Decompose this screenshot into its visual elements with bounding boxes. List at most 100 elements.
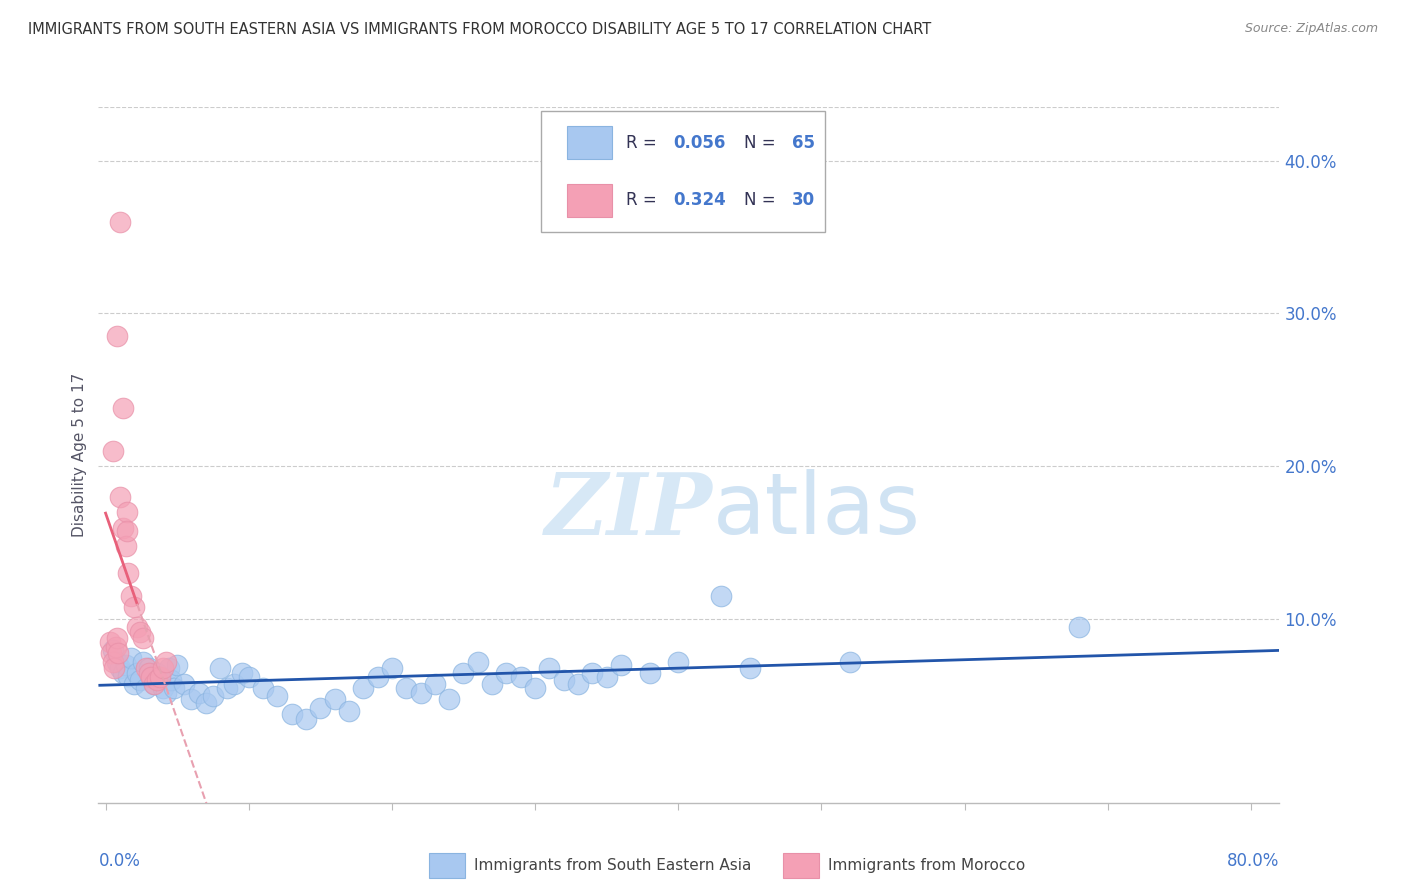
Point [135,681,157,695]
Point [173,676,195,690]
Point [135,661,157,675]
Point [103,661,125,675]
Point [524,681,547,695]
Point [595,670,617,684]
Text: IMMIGRANTS FROM SOUTH EASTERN ASIA VS IMMIGRANTS FROM MOROCCO DISABILITY AGE 5 T: IMMIGRANTS FROM SOUTH EASTERN ASIA VS IM… [28,22,931,37]
Point [125,620,148,634]
Point [437,691,460,706]
Point [453,665,475,680]
Point [111,520,134,534]
Point [155,686,177,700]
Point [129,624,152,639]
Text: 0.056: 0.056 [673,134,725,152]
Text: 80.0%: 80.0% [1227,852,1279,870]
Point [323,691,346,706]
Point [1067,620,1090,634]
Point [108,215,131,229]
Text: 0.0%: 0.0% [98,852,141,870]
Point [101,655,124,669]
Point [231,665,253,680]
Point [381,661,404,675]
Text: ZIP: ZIP [544,469,713,552]
Point [467,655,489,669]
Text: Immigrants from South Eastern Asia: Immigrants from South Eastern Asia [474,858,751,873]
Point [217,681,239,695]
Text: Immigrants from Morocco: Immigrants from Morocco [828,858,1025,873]
Point [104,640,127,654]
Point [152,681,174,695]
FancyBboxPatch shape [541,111,825,232]
Point [129,673,152,688]
Point [100,646,122,660]
Point [495,665,517,680]
Point [209,661,232,675]
Point [120,650,142,665]
Point [567,676,589,690]
Text: Source: ZipAtlas.com: Source: ZipAtlas.com [1244,22,1378,36]
Point [141,670,163,684]
Point [738,661,761,675]
Point [108,661,131,675]
Text: 0.324: 0.324 [673,191,727,210]
Point [352,681,374,695]
Text: 30: 30 [792,191,815,210]
Point [160,673,183,688]
Point [194,697,217,711]
Point [108,490,131,504]
Point [101,444,124,458]
Point [115,524,138,538]
Point [115,505,138,519]
Point [101,643,124,657]
Point [423,676,446,690]
Point [295,712,318,726]
Point [132,655,155,669]
Point [111,665,134,680]
Point [122,676,145,690]
Point [107,646,129,660]
Point [610,658,633,673]
Point [146,673,169,688]
Point [163,681,186,695]
Point [98,635,121,649]
Point [367,670,389,684]
Point [149,673,172,688]
Point [395,681,418,695]
FancyBboxPatch shape [429,853,464,878]
Point [224,676,246,690]
Point [201,689,224,703]
Text: 65: 65 [792,134,814,152]
Point [252,681,274,695]
Point [309,701,332,715]
Point [117,566,139,581]
Point [155,655,177,669]
Point [238,670,260,684]
Text: R =: R = [626,191,662,210]
Point [152,661,174,675]
Point [638,665,661,680]
Point [666,655,689,669]
Point [409,686,432,700]
FancyBboxPatch shape [783,853,818,878]
Point [266,689,288,703]
Y-axis label: Disability Age 5 to 17: Disability Age 5 to 17 [72,373,87,537]
Text: R =: R = [626,134,662,152]
Point [581,665,603,680]
Point [114,658,136,673]
Text: N =: N = [744,191,782,210]
Point [132,631,155,645]
Point [125,665,148,680]
Point [105,329,128,343]
Point [280,707,302,722]
Point [117,669,139,683]
Point [710,590,733,604]
Point [143,676,166,690]
Point [105,631,128,645]
Point [157,661,180,675]
Point [111,401,134,416]
Point [553,673,575,688]
Point [149,670,172,684]
Point [105,655,128,669]
Point [141,670,163,684]
Point [120,590,142,604]
Point [187,686,209,700]
